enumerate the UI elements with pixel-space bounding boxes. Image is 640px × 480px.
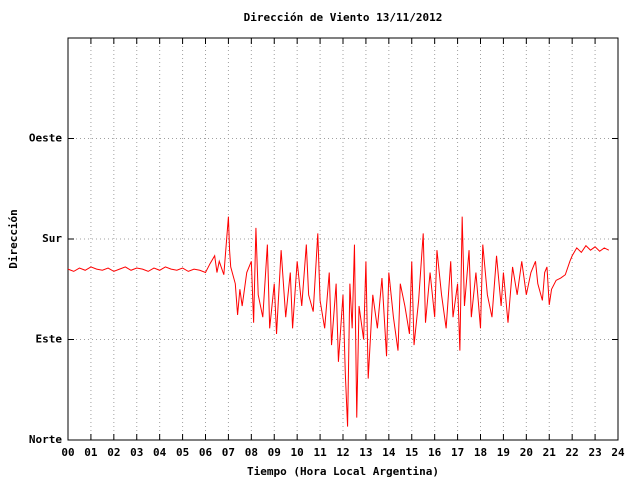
data-line: [67, 216, 610, 427]
x-tick-label: 17: [451, 446, 464, 459]
x-tick-label: 04: [153, 446, 167, 459]
x-tick-label: 20: [520, 446, 533, 459]
x-tick-label: 12: [336, 446, 349, 459]
y-tick-label: Oeste: [29, 132, 62, 145]
chart-title: Dirección de Viento 13/11/2012: [244, 11, 443, 24]
x-tick-label: 08: [245, 446, 258, 459]
y-axis-label: Dirección: [7, 209, 20, 269]
x-tick-label: 15: [405, 446, 418, 459]
x-tick-label: 01: [84, 446, 98, 459]
x-tick-label: 09: [268, 446, 281, 459]
x-tick-label: 18: [474, 446, 487, 459]
x-tick-label: 21: [543, 446, 557, 459]
x-tick-label: 11: [313, 446, 327, 459]
x-tick-label: 05: [176, 446, 189, 459]
x-tick-label: 14: [382, 446, 396, 459]
x-tick-label: 13: [359, 446, 372, 459]
x-tick-label: 10: [291, 446, 304, 459]
y-tick-label: Sur: [42, 232, 62, 245]
x-tick-label: 23: [588, 446, 601, 459]
x-tick-label: 22: [566, 446, 579, 459]
x-tick-label: 06: [199, 446, 213, 459]
x-tick-label: 00: [61, 446, 74, 459]
x-tick-label: 24: [611, 446, 625, 459]
x-tick-label: 02: [107, 446, 120, 459]
x-axis-label: Tiempo (Hora Local Argentina): [247, 465, 439, 478]
y-tick-label: Norte: [29, 433, 62, 446]
x-tick-label: 03: [130, 446, 143, 459]
x-tick-label: 07: [222, 446, 235, 459]
plot-border: [67, 37, 619, 441]
y-tick-label: Este: [36, 333, 63, 346]
x-tick-label: 16: [428, 446, 442, 459]
x-tick-label: 19: [497, 446, 510, 459]
